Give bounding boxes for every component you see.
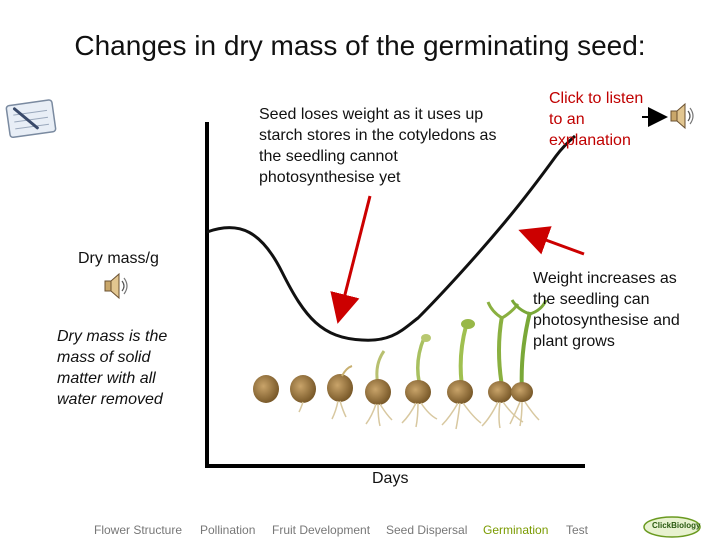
- nav-flower-structure[interactable]: Flower Structure: [94, 523, 183, 537]
- x-axis-label: Days: [372, 470, 409, 487]
- listen-explanation-link[interactable]: Click to listen to an explanation: [549, 90, 644, 149]
- weight-increases-note: Weight increases as the seedling can pho…: [533, 270, 680, 350]
- nav-germination[interactable]: Germination: [483, 523, 549, 537]
- y-axis-label: Dry mass/g: [78, 250, 159, 267]
- dry-mass-definition: Dry mass is the mass of solid matter wit…: [57, 328, 168, 408]
- nav-test[interactable]: Test: [566, 523, 589, 537]
- seed-icon: [401, 334, 438, 428]
- seed-icon: [441, 319, 482, 430]
- speaker-icon[interactable]: [104, 272, 128, 300]
- clickbiology-logo[interactable]: [643, 516, 701, 538]
- speaker-icon[interactable]: [670, 102, 694, 130]
- nav-fruit-development[interactable]: Fruit Development: [272, 523, 371, 537]
- seed-icon: [509, 299, 548, 427]
- arrow-to-rising: [518, 226, 585, 256]
- page-title: Changes in dry mass of the germinating s…: [74, 30, 646, 61]
- seed-icon: [365, 350, 393, 427]
- arrow-to-minimum: [330, 195, 372, 324]
- seed-icon: [327, 365, 353, 420]
- notepad-icon[interactable]: [5, 99, 57, 139]
- germination-sequence: [253, 299, 548, 430]
- seed-icon: [481, 301, 524, 429]
- seed-loses-note: Seed loses weight as it uses up starch s…: [259, 106, 497, 186]
- seed-icon: [290, 375, 316, 413]
- nav-seed-dispersal[interactable]: Seed Dispersal: [386, 523, 468, 537]
- nav-pollination[interactable]: Pollination: [200, 523, 256, 537]
- seed-icon: [253, 375, 279, 403]
- bottom-nav: Flower Structure Pollination Fruit Devel…: [0, 520, 720, 540]
- logo-text: ClickBiology: [652, 521, 701, 530]
- dry-mass-curve: [206, 134, 576, 342]
